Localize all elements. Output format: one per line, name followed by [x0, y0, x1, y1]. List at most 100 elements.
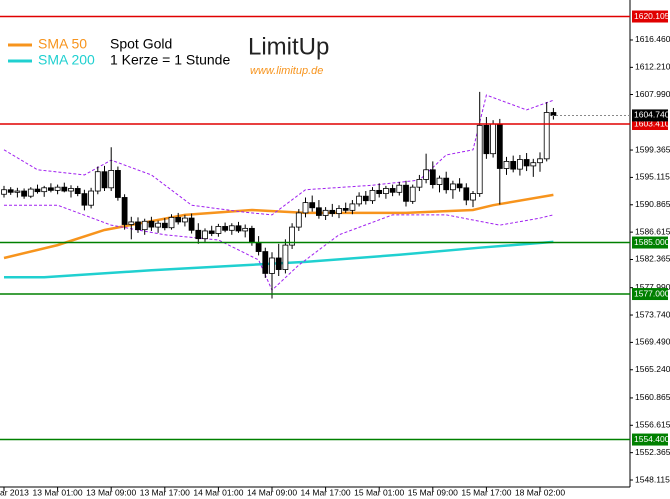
candle-body	[262, 251, 269, 274]
candle-body	[389, 188, 396, 193]
candle-body	[403, 184, 409, 202]
x-tick-label: 13 Mar 01:00	[33, 487, 83, 497]
annotation: 1 Kerze = 1 Stunde	[110, 52, 230, 68]
candle-body	[168, 217, 175, 229]
y-tick-label: 1616.460	[635, 34, 670, 44]
candle-body	[523, 159, 530, 167]
candle-body	[161, 222, 168, 229]
candle-body	[356, 195, 363, 205]
level-label-box	[632, 288, 668, 301]
y-tick-label: 1590.865	[635, 199, 670, 209]
x-tick-label: 13 Mar 09:00	[86, 487, 136, 497]
x-tick-label: 15 Mar 09:00	[408, 487, 458, 497]
candle-body	[27, 188, 34, 197]
candle-body	[228, 225, 235, 231]
candle-body	[208, 230, 215, 234]
y-tick-label: 1612.210	[635, 62, 670, 72]
candle-body	[115, 170, 121, 198]
candle-body	[443, 177, 450, 191]
y-tick-label: 1573.740	[635, 309, 670, 319]
candle-body	[61, 186, 68, 192]
candle-body	[336, 208, 342, 214]
x-tick-label: 15 Mar 01:00	[354, 487, 404, 497]
candle-body	[1, 189, 7, 195]
candle-body	[275, 257, 282, 270]
moving-average	[3, 193, 554, 260]
candle-body	[289, 226, 296, 246]
candle-body	[155, 222, 162, 228]
candle-body	[409, 186, 416, 202]
candle-body	[483, 124, 490, 155]
candle-body	[362, 195, 369, 202]
bollinger-band	[4, 204, 554, 292]
candle-body	[21, 190, 28, 197]
y-tick-label: 1599.365	[635, 144, 670, 154]
candle-body	[14, 190, 21, 193]
candle-body	[248, 227, 255, 243]
candle-body	[503, 161, 510, 169]
candle-body	[530, 162, 537, 167]
candle-body	[81, 193, 88, 206]
logo-url: www.limitup.de	[250, 65, 323, 77]
x-tick-label: 15 Mar 17:00	[461, 487, 511, 497]
y-tick-label: 1569.490	[635, 337, 670, 347]
candle-body	[34, 188, 41, 193]
last-price-box	[632, 109, 668, 122]
candle-body	[496, 123, 503, 169]
x-tick-label: 14 Mar 09:00	[247, 487, 297, 497]
candle-body	[543, 112, 550, 160]
y-tick-label: 1565.240	[635, 364, 670, 374]
y-tick-label: 1560.865	[635, 392, 670, 402]
legend-label: SMA 200	[38, 52, 95, 68]
y-tick-label: 1586.615	[635, 226, 670, 236]
candle-body	[121, 197, 128, 225]
y-tick-label: 1552.365	[635, 447, 670, 457]
candle-body	[188, 217, 195, 231]
y-tick-label: 1582.365	[635, 254, 670, 264]
candle-body	[68, 188, 74, 192]
candle-body	[41, 187, 48, 193]
candle-body	[88, 190, 94, 206]
candle-body	[463, 187, 470, 201]
candle-body	[369, 189, 376, 202]
candle-body	[510, 161, 517, 170]
level-label-box	[632, 236, 668, 249]
level-label: 1585.000	[634, 237, 670, 247]
candle-body	[282, 244, 289, 270]
x-tick-label: 14 Mar 01:00	[193, 487, 243, 497]
y-tick-label: 1607.990	[635, 89, 670, 99]
candle-body	[195, 229, 202, 240]
candle-body	[490, 123, 497, 155]
candle-body	[322, 209, 329, 216]
candle-body	[416, 179, 423, 188]
candle-body	[295, 212, 302, 228]
last-price-label: 1604.740	[634, 110, 670, 120]
candle-body	[54, 186, 61, 191]
candle-body	[342, 208, 349, 211]
candle-body	[537, 158, 543, 164]
candle-body	[108, 170, 115, 189]
candle-body	[470, 193, 476, 201]
candle-body	[202, 230, 208, 240]
candle-body	[74, 188, 81, 195]
candle-body	[449, 183, 456, 191]
level-label: 1577.000	[634, 288, 670, 298]
candle-body	[382, 188, 389, 195]
candle-body	[302, 202, 309, 214]
x-tick-label: ar 2013	[0, 487, 29, 497]
y-tick-label: 1556.615	[635, 420, 670, 430]
candle-body	[181, 217, 188, 223]
candle-body	[423, 169, 430, 180]
level-label-box	[632, 433, 668, 446]
candle-body	[349, 203, 356, 211]
candle-body	[436, 177, 443, 185]
candle-body	[7, 189, 14, 193]
candle-body	[94, 171, 101, 192]
candle-body	[148, 220, 155, 228]
candle-body	[456, 183, 463, 189]
candle-body	[101, 171, 108, 189]
level-label: 1554.400	[634, 434, 670, 444]
